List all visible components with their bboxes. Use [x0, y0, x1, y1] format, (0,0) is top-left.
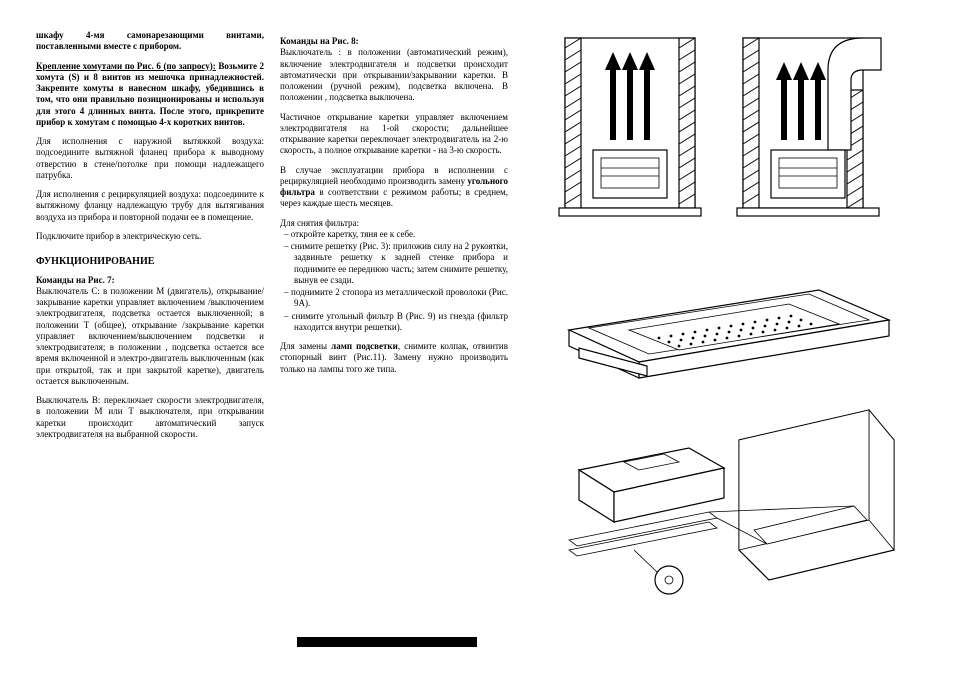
cmd7-switch-b: Выключатель B: переключает скорости элек… [36, 395, 264, 440]
cmd8-speeds: Частичное открывание каретки управляет в… [280, 112, 508, 157]
removal-label: Для снятия фильтра: [280, 218, 508, 229]
figure-cabinet-recirc [555, 30, 705, 230]
text-column-2: Команды на Рис. 8: Выключатель : в полож… [280, 30, 508, 600]
arrows-up [605, 52, 655, 140]
top-figures-row [534, 30, 904, 230]
cmd8-body: Выключатель : в положении (автоматически… [280, 47, 508, 103]
removal-item: – поднимите 2 стопора из металлической п… [280, 287, 508, 310]
page: шкафу 4-мя самонарезающими винтами, пост… [0, 0, 954, 620]
recirc-para: Для исполнения с рециркуляцией воздуха: … [36, 189, 264, 223]
lamp-intro: Для замены [280, 341, 331, 351]
functioning-title: ФУНКЦИОНИРОВАНИЕ [36, 256, 264, 269]
power-para: Подключите прибор в электрическую сеть. [36, 231, 264, 242]
removal-item: – откройте каретку, тяня ее к себе. [280, 229, 508, 240]
lamp-bold: ламп подсветки [331, 341, 398, 351]
removal-list: – откройте каретку, тяня ее к себе.– сни… [280, 229, 508, 333]
figures-column [524, 30, 904, 600]
clamp-para: Крепление хомутами по Рис. 6 (по запросу… [36, 61, 264, 129]
figure-hood-underside [539, 250, 899, 380]
clamp-heading: Крепление хомутами по Рис. 6 (по запросу… [36, 61, 216, 71]
arrows-up-2 [776, 62, 826, 140]
cmd7-title: Команды на Рис. 7: [36, 275, 264, 286]
filter-rest: в соответствии с режимом работы; в средн… [280, 187, 508, 208]
cmd7-body: Выключатель C: в положении M (двигатель)… [36, 286, 264, 387]
figure-cabinet-ducted [733, 30, 883, 230]
filter-para: В случае эксплуатации прибора в исполнен… [280, 165, 508, 210]
text-column-1: шкафу 4-мя самонарезающими винтами, пост… [36, 30, 264, 600]
exhaust-para: Для исполнения с наружной вытяжкой возду… [36, 136, 264, 181]
intro-bold: шкафу 4-мя самонарезающими винтами, пост… [36, 30, 264, 53]
removal-item: – снимите решетку (Рис. 3): приложив сил… [280, 241, 508, 286]
footer-blackbar [297, 637, 477, 647]
hatch-right [679, 38, 695, 208]
cmd8-title: Команды на Рис. 8: [280, 36, 508, 47]
hatch-left [565, 38, 581, 208]
hatch-left-2 [743, 38, 759, 208]
removal-item: – снимите угольный фильтр B (Рис. 9) из … [280, 311, 508, 334]
lamp-para: Для замены ламп подсветки, снимите колпа… [280, 341, 508, 375]
figure-exploded-mount [539, 400, 899, 600]
